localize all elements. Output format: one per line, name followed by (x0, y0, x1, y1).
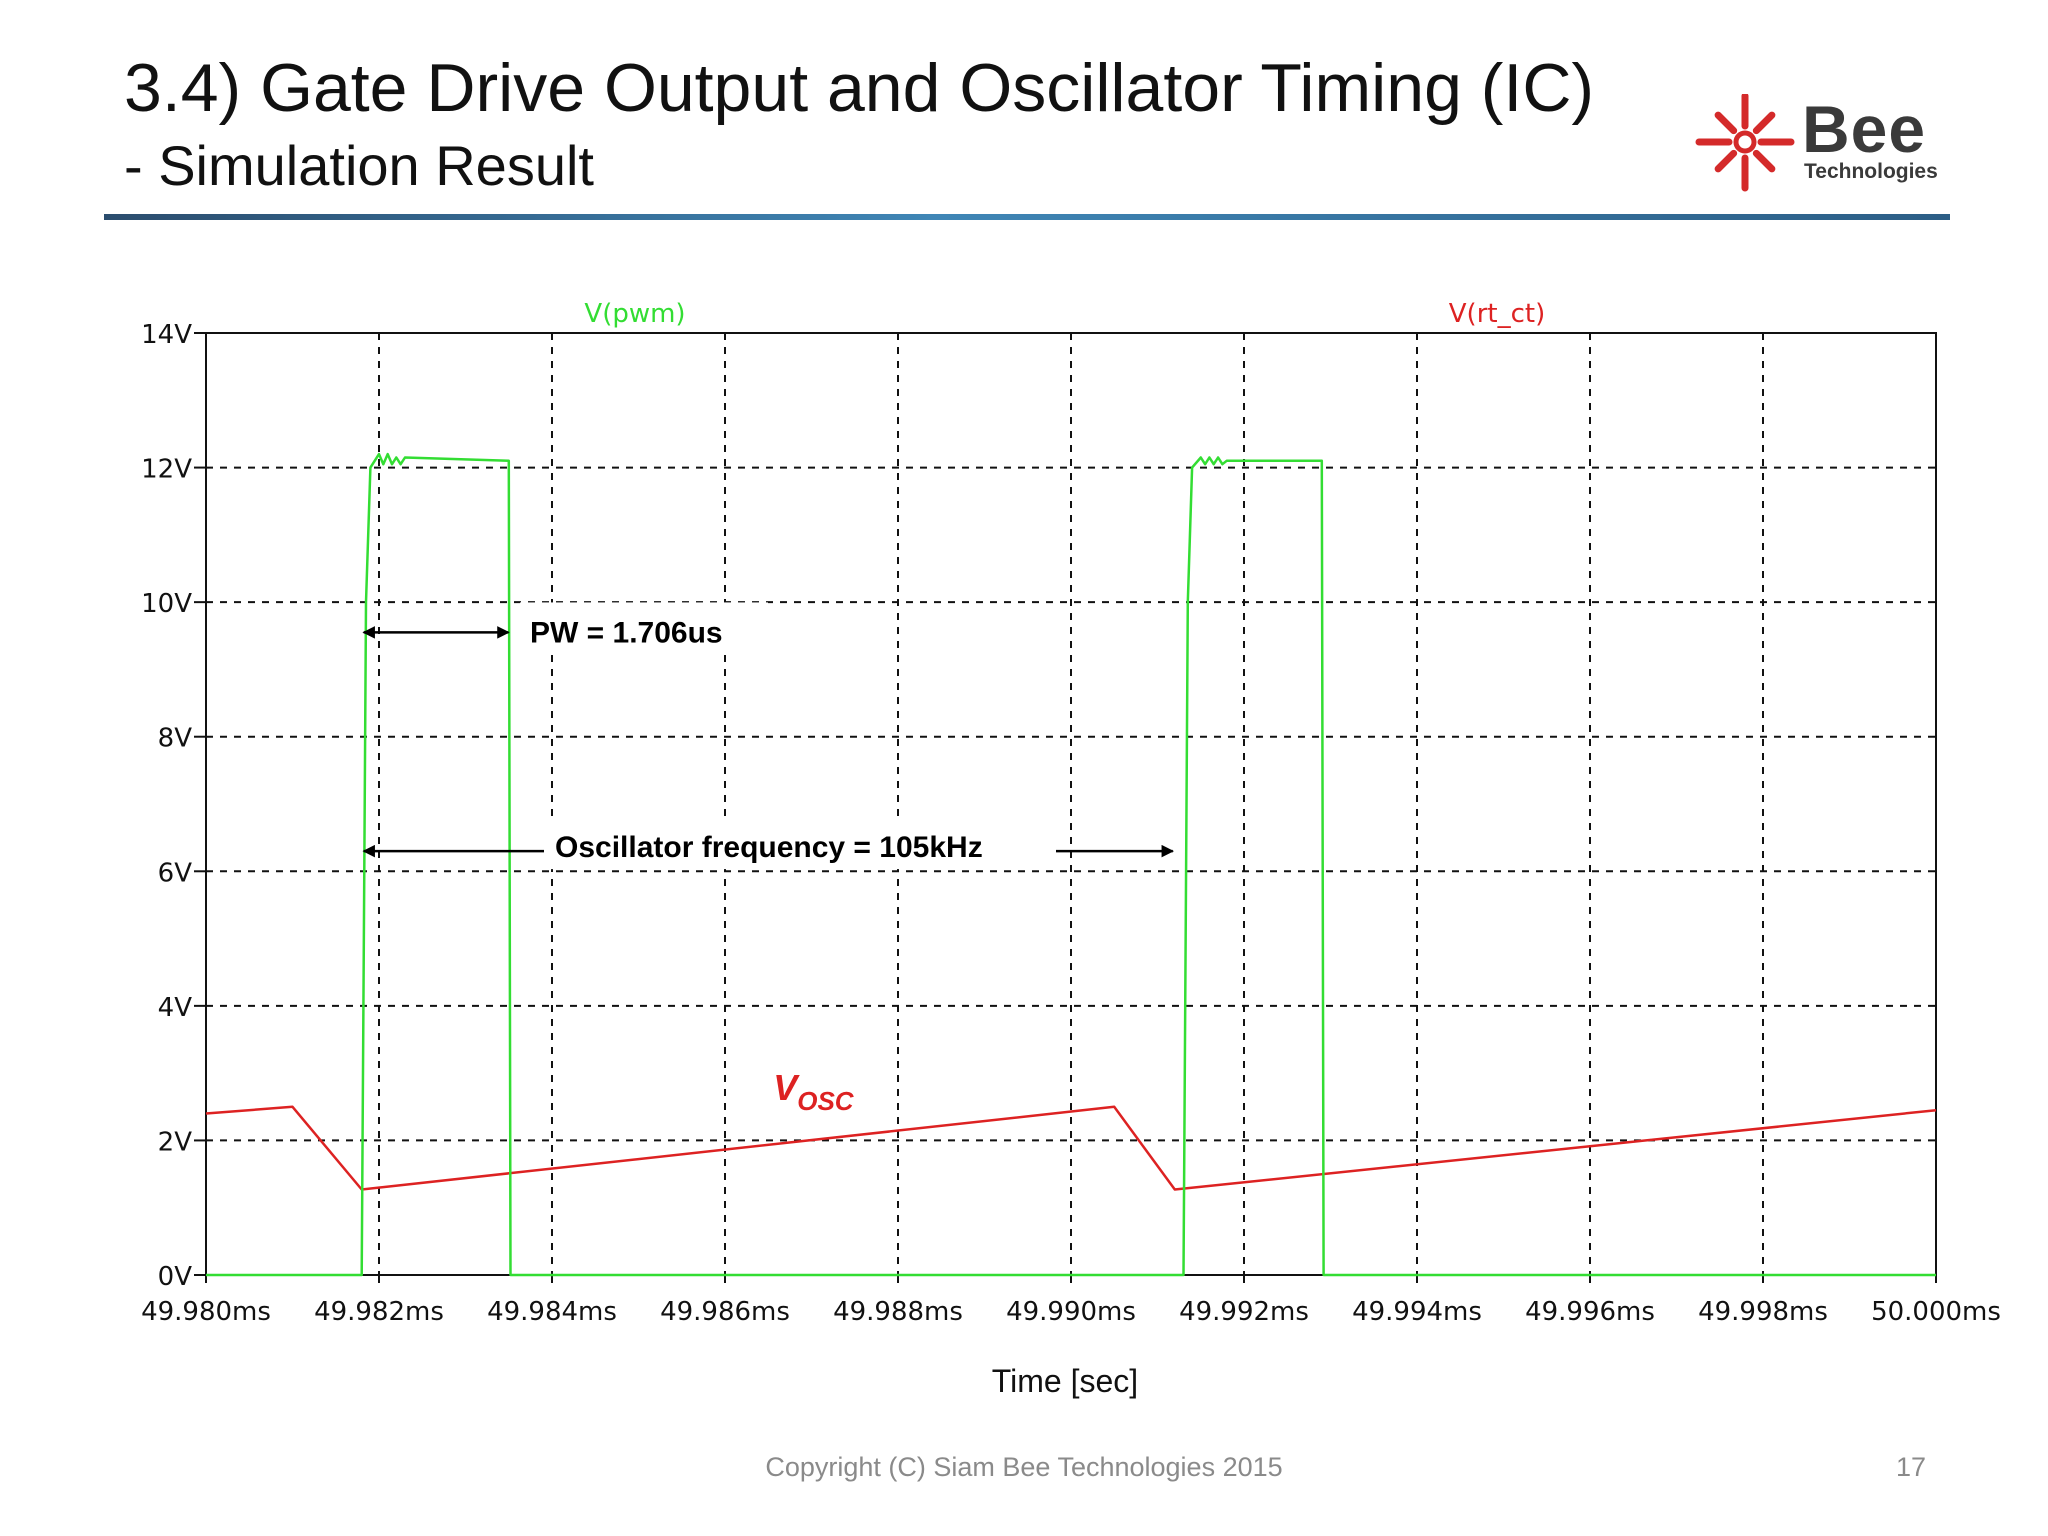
x-tick-label: 49.986ms (660, 1297, 790, 1327)
page-number: 17 (1895, 1452, 1926, 1482)
y-tick-label: 8V (158, 724, 193, 754)
y-tick-label: 4V (158, 993, 193, 1023)
series-name-label: V(rt_ct) (1449, 299, 1545, 329)
series-name-label: V(pwm) (584, 299, 685, 329)
y-tick-label: 14V (141, 320, 192, 350)
oscillator-frequency-label-bg (544, 817, 1056, 870)
series-line-pwm (206, 452, 1936, 1277)
y-tick-label: 0V (158, 1262, 193, 1292)
logo-ray (1752, 149, 1776, 173)
x-tick-label: 49.990ms (1006, 1297, 1136, 1327)
x-tick-label: 49.998ms (1698, 1297, 1828, 1327)
x-tick-label: 49.996ms (1525, 1297, 1655, 1327)
series-line-rt-ct (205, 1105, 1937, 1191)
pulse-width-label: PW = 1.706us (530, 616, 723, 649)
x-tick-label: 49.984ms (487, 1297, 617, 1327)
logo-ray (1714, 149, 1738, 173)
bee-logo-icon (1695, 94, 1795, 192)
bee-technologies-logo: Bee Technologies (1690, 94, 1960, 194)
x-tick-label: 49.992ms (1179, 1297, 1309, 1327)
logo-ray (1752, 111, 1776, 135)
x-tick-label: 49.994ms (1352, 1297, 1482, 1327)
y-tick-label: 6V (158, 858, 193, 888)
logo-word: Bee (1802, 92, 1927, 166)
y-tick-label: 2V (158, 1127, 193, 1157)
title-rule (104, 214, 1950, 220)
copyright-text: Copyright (C) Siam Bee Technologies 2015 (765, 1452, 1283, 1482)
x-tick-label: 50.000ms (1871, 1297, 2001, 1327)
x-tick-label: 49.988ms (833, 1297, 963, 1327)
grid (206, 333, 1936, 1275)
x-axis-label: Time [sec] (992, 1363, 1138, 1399)
oscillator-frequency-label: Oscillator frequency = 105kHz (555, 831, 983, 864)
axes: 49.980ms 49.982ms 49.984ms 49.986ms 49.988ms… (141, 299, 2001, 1399)
series-layer (205, 452, 1937, 1277)
pulse-width-label-bg (520, 602, 768, 653)
annotations: PW = 1.706us Oscillator frequency = 105kH… (362, 602, 1175, 1116)
y-tick-label: 12V (141, 455, 192, 485)
y-tick-label: 10V (141, 589, 192, 619)
vosc-label: VOSC (773, 1067, 855, 1116)
logo-ray (1714, 111, 1738, 135)
x-tick-label: 49.980ms (141, 1297, 271, 1327)
slide-title: 3.4) Gate Drive Output and Oscillator Ti… (124, 50, 1595, 126)
logo-subtitle: Technologies (1804, 160, 1938, 183)
slide-subtitle: - Simulation Result (124, 134, 594, 197)
x-tick-label: 49.982ms (314, 1297, 444, 1327)
